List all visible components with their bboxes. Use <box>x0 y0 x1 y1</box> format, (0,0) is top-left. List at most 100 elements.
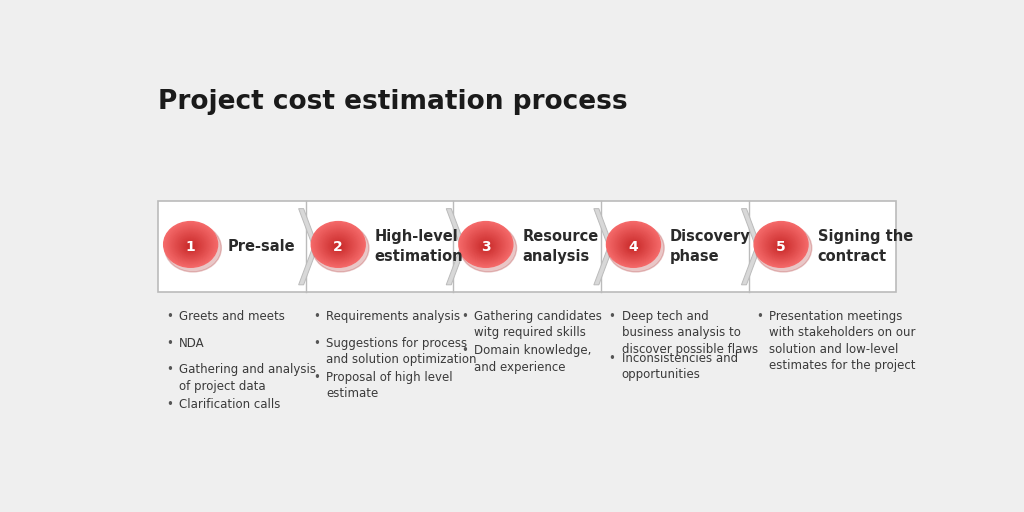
Ellipse shape <box>478 240 494 252</box>
Polygon shape <box>741 209 761 285</box>
Ellipse shape <box>189 246 191 248</box>
Ellipse shape <box>767 233 795 258</box>
Text: High-level
estimation: High-level estimation <box>375 229 464 264</box>
Polygon shape <box>594 209 613 285</box>
Text: •: • <box>166 310 173 323</box>
Ellipse shape <box>172 229 209 261</box>
Ellipse shape <box>176 233 205 258</box>
Ellipse shape <box>312 224 369 272</box>
Ellipse shape <box>628 242 639 251</box>
Ellipse shape <box>612 227 655 263</box>
Ellipse shape <box>477 239 495 253</box>
Ellipse shape <box>179 236 203 256</box>
Ellipse shape <box>479 241 493 252</box>
Ellipse shape <box>620 233 647 258</box>
Ellipse shape <box>755 223 807 266</box>
Text: •: • <box>608 310 615 323</box>
Ellipse shape <box>775 242 786 251</box>
Ellipse shape <box>459 222 513 267</box>
Ellipse shape <box>627 241 640 252</box>
Ellipse shape <box>769 236 793 256</box>
Ellipse shape <box>324 232 353 258</box>
Text: •: • <box>608 352 615 365</box>
Ellipse shape <box>326 234 351 257</box>
Ellipse shape <box>621 234 646 257</box>
Ellipse shape <box>464 227 508 263</box>
Text: 1: 1 <box>185 240 196 254</box>
Text: 4: 4 <box>629 240 638 254</box>
Ellipse shape <box>182 239 200 253</box>
Ellipse shape <box>466 229 505 262</box>
Text: Presentation meetings
with stakeholders on our
solution and low-level
estimates : Presentation meetings with stakeholders … <box>769 310 915 372</box>
Text: Inconsistencies and
opportunities: Inconsistencies and opportunities <box>622 352 737 381</box>
Text: •: • <box>166 336 173 350</box>
Ellipse shape <box>474 236 498 256</box>
Ellipse shape <box>323 231 354 259</box>
Text: •: • <box>166 398 173 411</box>
Ellipse shape <box>777 243 785 250</box>
Ellipse shape <box>481 243 490 250</box>
Ellipse shape <box>166 224 215 266</box>
Ellipse shape <box>755 224 812 272</box>
Ellipse shape <box>318 229 357 262</box>
Ellipse shape <box>768 234 794 257</box>
Text: Proposal of high level
estimate: Proposal of high level estimate <box>327 371 453 400</box>
Ellipse shape <box>754 222 808 267</box>
Ellipse shape <box>778 244 784 249</box>
Ellipse shape <box>473 234 499 257</box>
Ellipse shape <box>475 237 497 255</box>
Ellipse shape <box>168 226 213 264</box>
Text: 5: 5 <box>776 240 786 254</box>
Ellipse shape <box>617 231 649 259</box>
Text: 2: 2 <box>334 240 343 254</box>
Ellipse shape <box>616 230 650 260</box>
Ellipse shape <box>759 226 804 264</box>
Ellipse shape <box>608 224 658 266</box>
Ellipse shape <box>188 245 193 248</box>
Text: Resource
analysis: Resource analysis <box>522 229 599 264</box>
Ellipse shape <box>615 229 652 261</box>
Ellipse shape <box>469 230 503 260</box>
Ellipse shape <box>476 238 496 254</box>
Ellipse shape <box>758 225 805 265</box>
Ellipse shape <box>610 226 656 264</box>
Ellipse shape <box>337 246 339 248</box>
Ellipse shape <box>330 239 347 253</box>
Ellipse shape <box>630 244 637 249</box>
Ellipse shape <box>766 232 797 258</box>
Ellipse shape <box>773 240 788 252</box>
Text: •: • <box>166 364 173 376</box>
Ellipse shape <box>321 230 355 260</box>
Text: Pre-sale: Pre-sale <box>227 239 295 254</box>
Ellipse shape <box>480 242 492 251</box>
Text: Signing the
contract: Signing the contract <box>817 229 912 264</box>
Polygon shape <box>299 209 317 285</box>
Ellipse shape <box>762 229 801 262</box>
Ellipse shape <box>173 230 208 260</box>
Ellipse shape <box>470 231 502 259</box>
Ellipse shape <box>771 238 791 254</box>
Ellipse shape <box>772 239 790 253</box>
Ellipse shape <box>465 228 506 262</box>
Ellipse shape <box>629 243 638 250</box>
Ellipse shape <box>463 226 509 264</box>
Ellipse shape <box>460 223 512 266</box>
Ellipse shape <box>461 224 511 266</box>
Ellipse shape <box>317 228 358 262</box>
Ellipse shape <box>164 222 218 267</box>
Text: •: • <box>461 344 468 357</box>
Ellipse shape <box>334 243 343 250</box>
FancyBboxPatch shape <box>158 201 896 292</box>
Ellipse shape <box>311 222 366 267</box>
Ellipse shape <box>760 227 803 263</box>
Ellipse shape <box>167 225 214 265</box>
Ellipse shape <box>178 234 204 257</box>
Text: NDA: NDA <box>179 336 205 350</box>
Ellipse shape <box>175 232 206 258</box>
Ellipse shape <box>471 232 501 258</box>
Ellipse shape <box>623 237 644 255</box>
Text: Gathering candidates
witg required skills: Gathering candidates witg required skill… <box>474 310 602 339</box>
Ellipse shape <box>165 223 216 266</box>
Ellipse shape <box>312 223 365 266</box>
Ellipse shape <box>468 229 504 261</box>
